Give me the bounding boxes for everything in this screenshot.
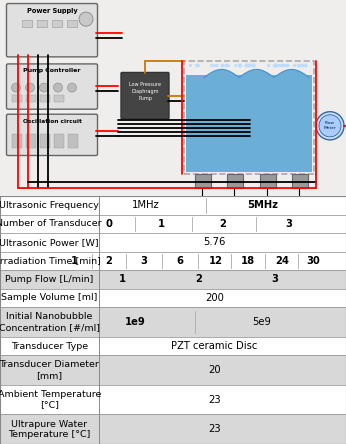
Text: 23: 23: [208, 424, 221, 434]
Text: 30: 30: [306, 256, 320, 266]
Text: Pump Flow [L/min]: Pump Flow [L/min]: [5, 275, 93, 284]
Bar: [0, 252, 346, 270]
Text: 1: 1: [157, 219, 164, 229]
Bar: [195, 174, 211, 188]
Text: 2: 2: [106, 256, 112, 266]
Bar: [0, 196, 346, 215]
Bar: [37, 20, 47, 27]
Bar: [40, 134, 50, 148]
Bar: [54, 134, 64, 148]
Text: 1MHz: 1MHz: [131, 201, 159, 210]
Circle shape: [316, 112, 344, 140]
Circle shape: [54, 83, 63, 92]
Bar: [22, 20, 32, 27]
Text: 1: 1: [119, 274, 126, 285]
Text: 3: 3: [285, 219, 292, 229]
Bar: [0, 215, 346, 233]
Text: Irradiation Time [min]: Irradiation Time [min]: [0, 257, 101, 266]
Text: Power Supply: Power Supply: [27, 8, 78, 14]
Text: 24: 24: [275, 256, 289, 266]
Bar: [0, 414, 346, 444]
FancyBboxPatch shape: [7, 114, 98, 155]
Circle shape: [39, 83, 48, 92]
Bar: [26, 134, 36, 148]
Text: 5e9: 5e9: [252, 317, 271, 327]
Text: Transducer Type: Transducer Type: [11, 341, 88, 350]
Text: Low Pressure
Diaphragm
Pump: Low Pressure Diaphragm Pump: [129, 83, 161, 101]
Text: Oscillation circuit: Oscillation circuit: [22, 119, 81, 124]
Text: Initial Nanobubble
Concentration [#/ml]: Initial Nanobubble Concentration [#/ml]: [0, 312, 100, 332]
Text: 20: 20: [208, 365, 221, 375]
Circle shape: [11, 83, 20, 92]
Text: Sample Volume [ml]: Sample Volume [ml]: [1, 293, 98, 302]
Text: Ambient Temperature
[°C]: Ambient Temperature [°C]: [0, 390, 101, 409]
Bar: [40, 95, 50, 102]
Text: 2: 2: [220, 219, 227, 229]
Text: Transducer Diameter
[mm]: Transducer Diameter [mm]: [0, 361, 99, 380]
Circle shape: [67, 83, 76, 92]
Text: 5.76: 5.76: [203, 238, 226, 247]
Bar: [0, 289, 346, 307]
Text: Ultrasonic Frequency: Ultrasonic Frequency: [0, 201, 99, 210]
Bar: [12, 134, 22, 148]
Circle shape: [79, 12, 93, 26]
Text: PZT ceramic Disc: PZT ceramic Disc: [171, 341, 258, 351]
Bar: [26, 95, 36, 102]
Text: Number of Transducer: Number of Transducer: [0, 219, 102, 229]
Bar: [12, 95, 22, 102]
Bar: [0, 270, 346, 289]
Text: Flow
Meter: Flow Meter: [324, 121, 336, 130]
Bar: [68, 134, 78, 148]
Text: 6: 6: [176, 256, 183, 266]
Bar: [0, 337, 346, 355]
Text: 1: 1: [71, 256, 78, 266]
Bar: [0, 385, 346, 414]
FancyBboxPatch shape: [7, 64, 98, 109]
FancyBboxPatch shape: [121, 72, 169, 119]
Text: 0: 0: [106, 219, 112, 229]
Circle shape: [319, 115, 341, 137]
Bar: [54, 95, 64, 102]
Text: Ultrasonic Power [W]: Ultrasonic Power [W]: [0, 238, 99, 247]
Bar: [67, 20, 77, 27]
Bar: [0, 233, 346, 252]
Bar: [0, 307, 346, 337]
Bar: [0, 355, 346, 385]
Text: 200: 200: [205, 293, 224, 303]
Text: 18: 18: [240, 256, 254, 266]
Bar: [52, 20, 62, 27]
Bar: [186, 75, 312, 172]
Text: Pump Controller: Pump Controller: [23, 68, 81, 73]
Text: 23: 23: [208, 395, 221, 404]
Text: 3: 3: [140, 256, 147, 266]
Circle shape: [26, 83, 35, 92]
Text: 1e9: 1e9: [125, 317, 145, 327]
Text: 5MHz: 5MHz: [247, 201, 279, 210]
Bar: [184, 61, 314, 174]
Bar: [260, 174, 276, 188]
Text: 2: 2: [195, 274, 202, 285]
Bar: [292, 174, 308, 188]
FancyBboxPatch shape: [7, 4, 98, 57]
Bar: [227, 174, 243, 188]
Text: Ultrapure Water
Temperature [°C]: Ultrapure Water Temperature [°C]: [8, 420, 91, 439]
Text: 3: 3: [272, 274, 279, 285]
Text: 12: 12: [209, 256, 223, 266]
